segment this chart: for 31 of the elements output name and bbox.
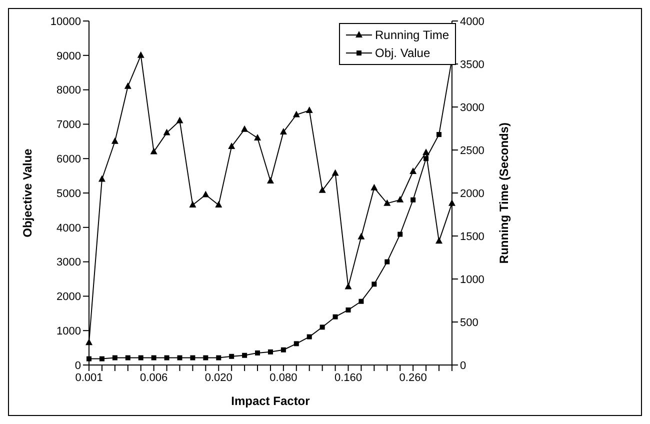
y-tick-label: 9000 (56, 50, 81, 62)
y-tick-label: 2000 (56, 291, 81, 304)
y-tick-label: 5000 (56, 188, 81, 200)
y2-tick-label: 2500 (460, 144, 484, 157)
y-tick-label: 7000 (56, 119, 81, 132)
y-tick-label: 10000 (50, 16, 81, 28)
y-axis-title: Objective Value (20, 148, 34, 238)
y2-tick-label: 1000 (460, 274, 484, 286)
y2-tick-label: 1500 (460, 230, 484, 243)
y2-tick-label: 0 (460, 360, 466, 372)
y2-tick-label: 2000 (460, 188, 484, 200)
x-tick-label: 0.001 (75, 372, 103, 384)
y2-tick-label: 3500 (460, 58, 484, 71)
y-tick-label: 1000 (56, 326, 81, 338)
x-tick-label: 0.020 (204, 372, 232, 384)
x-tick-label: 0.260 (399, 372, 427, 384)
x-tick-label: 0.160 (334, 372, 362, 384)
legend-label: Obj. Value (375, 45, 430, 62)
y2-tick-label: 4000 (460, 16, 484, 28)
y-tick-label: 3000 (56, 256, 81, 269)
y2-axis-title: Running Time (Seconds) (497, 122, 512, 264)
x-tick-label: 0.006 (140, 372, 168, 384)
y-tick-label: 0 (74, 360, 81, 372)
y-tick-label: 6000 (56, 154, 81, 166)
x-axis-title: Impact Factor (231, 394, 310, 408)
x-tick-label: 0.080 (270, 372, 298, 384)
y-tick-label: 4000 (56, 222, 81, 234)
y-tick-label: 8000 (56, 84, 81, 97)
y2-tick-label: 3000 (460, 102, 484, 114)
y2-tick-label: 500 (460, 316, 478, 329)
legend-label: Running Time (375, 27, 450, 44)
